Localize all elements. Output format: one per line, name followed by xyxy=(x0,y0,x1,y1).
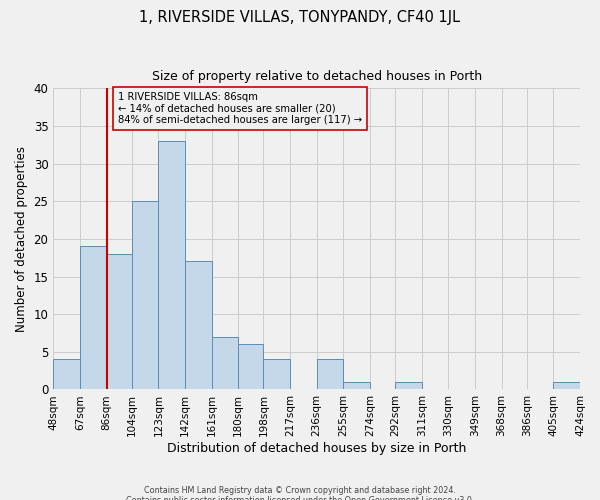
Bar xyxy=(238,344,263,390)
Title: Size of property relative to detached houses in Porth: Size of property relative to detached ho… xyxy=(152,70,482,83)
Text: 1 RIVERSIDE VILLAS: 86sqm
← 14% of detached houses are smaller (20)
84% of semi-: 1 RIVERSIDE VILLAS: 86sqm ← 14% of detac… xyxy=(118,92,362,126)
Bar xyxy=(158,141,185,390)
Bar xyxy=(553,382,580,390)
Bar xyxy=(185,262,212,390)
Bar xyxy=(132,202,158,390)
Bar xyxy=(53,360,80,390)
Y-axis label: Number of detached properties: Number of detached properties xyxy=(15,146,28,332)
Bar xyxy=(107,254,132,390)
Text: Contains public sector information licensed under the Open Government Licence v3: Contains public sector information licen… xyxy=(126,496,474,500)
Bar xyxy=(317,360,343,390)
Bar xyxy=(395,382,422,390)
Text: Contains HM Land Registry data © Crown copyright and database right 2024.: Contains HM Land Registry data © Crown c… xyxy=(144,486,456,495)
Bar xyxy=(343,382,370,390)
Bar xyxy=(80,246,107,390)
X-axis label: Distribution of detached houses by size in Porth: Distribution of detached houses by size … xyxy=(167,442,466,455)
Bar xyxy=(263,360,290,390)
Bar xyxy=(212,337,238,390)
Text: 1, RIVERSIDE VILLAS, TONYPANDY, CF40 1JL: 1, RIVERSIDE VILLAS, TONYPANDY, CF40 1JL xyxy=(139,10,461,25)
